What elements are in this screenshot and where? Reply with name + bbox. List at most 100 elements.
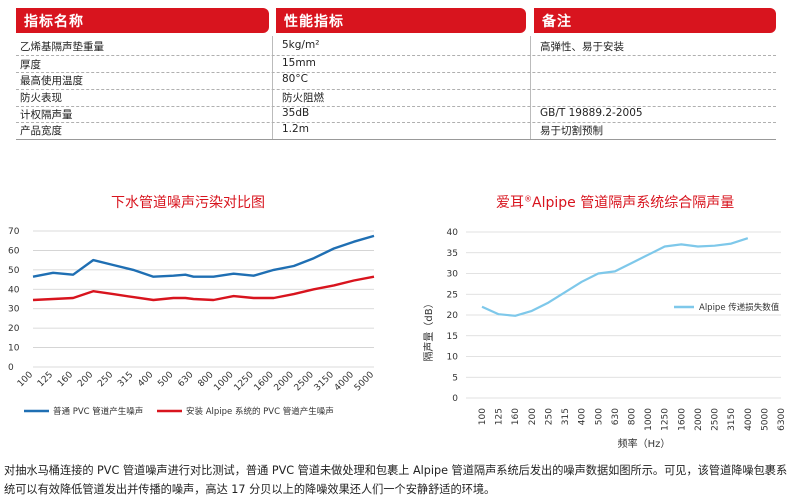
row-name: 厚度 (20, 59, 41, 71)
table-header-note: 备注 (534, 8, 776, 33)
y-tick-label: 30 (447, 270, 459, 280)
y-tick-label: 20 (447, 311, 459, 321)
row-value: 防火阻燃 (282, 92, 324, 104)
y-tick-label: 0 (8, 363, 14, 373)
caption-text: 对抽水马桶连接的 PVC 管道噪声进行对比测试，普通 PVC 管道未做处理和包裹… (4, 464, 788, 496)
table-bottom-border (16, 139, 776, 140)
x-tick-label: 800 (628, 408, 638, 425)
y-tick-label: 40 (447, 228, 459, 238)
row-note: 高弹性、易于安装 (540, 41, 624, 53)
x-tick-label: 2000 (273, 370, 296, 393)
y-tick-label: 30 (8, 305, 20, 315)
table-row: 乙烯基隔声垫重量 5kg/m² 高弹性、易于安装 (16, 38, 776, 54)
x-tick-label: 160 (511, 408, 521, 425)
y-tick-label: 70 (8, 227, 20, 237)
x-tick-label: 315 (561, 408, 571, 425)
series-line-1 (481, 237, 749, 317)
row-note: GB/T 19889.2-2005 (540, 107, 643, 119)
registered-mark: ® (524, 194, 532, 204)
y-axis-title: 隔声量（dB） (422, 298, 435, 361)
x-tick-label: 200 (528, 408, 538, 425)
x-tick-label: 1250 (661, 408, 671, 431)
row-note: 易于切割预制 (540, 125, 603, 137)
x-tick-label: 2500 (711, 408, 721, 431)
x-tick-label: 400 (136, 370, 155, 389)
x-tick-label: 250 (96, 370, 115, 389)
chart2-title-brand: 爱耳 (496, 195, 524, 211)
y-tick-label: 25 (447, 290, 458, 300)
row-divider (16, 72, 776, 73)
x-tick-label: 200 (76, 370, 95, 389)
x-tick-label: 315 (116, 370, 135, 389)
x-tick-label: 4000 (333, 370, 356, 393)
row-divider (16, 122, 776, 123)
table-header-value: 性能指标 (276, 8, 526, 33)
table-header-name: 指标名称 (16, 8, 269, 33)
table-row: 计权隔声量 35dB GB/T 19889.2-2005 (16, 106, 776, 122)
x-tick-label: 100 (478, 408, 488, 425)
row-value: 5kg/m² (282, 39, 320, 51)
x-tick-label: 630 (176, 370, 195, 389)
x-tick-label: 4000 (744, 408, 754, 431)
x-tick-label: 5000 (353, 370, 376, 393)
header-label: 指标名称 (24, 14, 84, 30)
legend-label-1: 普通 PVC 管道产生噪声 (53, 406, 143, 417)
table-row: 厚度 15mm (16, 56, 776, 72)
row-value: 15mm (282, 57, 316, 69)
x-axis-title: 频率（Hz） (618, 437, 671, 450)
x-tick-label: 400 (578, 408, 588, 425)
row-divider (16, 106, 776, 107)
x-tick-label: 3150 (727, 408, 737, 431)
x-tick-label: 2500 (293, 370, 316, 393)
x-tick-label: 1000 (212, 370, 235, 393)
chart2-title-text: Alpipe 管道隔声系统综合隔声量 (532, 195, 735, 211)
y-tick-label: 10 (8, 344, 20, 354)
x-tick-label: 125 (36, 370, 55, 389)
y-tick-label: 20 (8, 324, 20, 334)
x-tick-label: 1250 (233, 370, 256, 393)
y-tick-label: 40 (8, 285, 20, 295)
x-tick-label: 100 (16, 370, 35, 389)
row-divider (16, 89, 776, 90)
column-divider (272, 36, 273, 140)
table-row: 最高使用温度 80°C (16, 72, 776, 88)
y-tick-label: 50 (8, 266, 20, 276)
y-tick-label: 0 (452, 394, 458, 404)
series-line-1 (32, 234, 375, 278)
x-tick-label: 500 (156, 370, 175, 389)
x-tick-label: 5000 (760, 408, 770, 431)
series-line-2 (32, 275, 375, 302)
x-tick-label: 3150 (313, 370, 336, 393)
legend-label-2: 安装 Alpipe 系统的 PVC 管道产生噪声 (186, 406, 334, 417)
row-name: 最高使用温度 (20, 75, 83, 87)
x-tick-label: 2000 (694, 408, 704, 431)
x-tick-label: 125 (495, 408, 505, 425)
header-label: 备注 (542, 14, 572, 30)
table-row: 防火表现 防火阻燃 (16, 89, 776, 105)
y-tick-label: 10 (447, 353, 459, 363)
x-tick-label: 500 (594, 408, 604, 425)
chart1-title: 下水管道噪声污染对比图 (111, 195, 265, 211)
column-divider (530, 36, 531, 140)
y-tick-label: 15 (447, 332, 458, 342)
x-tick-label: 1000 (644, 408, 654, 431)
row-name: 防火表现 (20, 92, 62, 104)
y-tick-label: 5 (452, 373, 458, 383)
y-tick-label: 60 (8, 246, 20, 256)
x-tick-label: 160 (56, 370, 75, 389)
x-tick-label: 250 (544, 408, 554, 425)
chart2-title: 爱耳®Alpipe 管道隔声系统综合隔声量 (496, 192, 734, 212)
row-value: 35dB (282, 107, 310, 119)
table-row: 产品宽度 1.2m 易于切割预制 (16, 122, 776, 138)
row-value: 80°C (282, 73, 308, 85)
x-tick-label: 630 (611, 408, 621, 425)
row-name: 产品宽度 (20, 125, 62, 137)
header-label: 性能指标 (284, 14, 344, 30)
row-value: 1.2m (282, 123, 309, 135)
y-tick-label: 35 (447, 249, 458, 259)
row-divider (16, 55, 776, 56)
legend-label-1: Alpipe 传递损失数值 (699, 302, 780, 313)
x-tick-label: 1600 (253, 370, 276, 393)
x-tick-label: 6300 (777, 408, 787, 431)
